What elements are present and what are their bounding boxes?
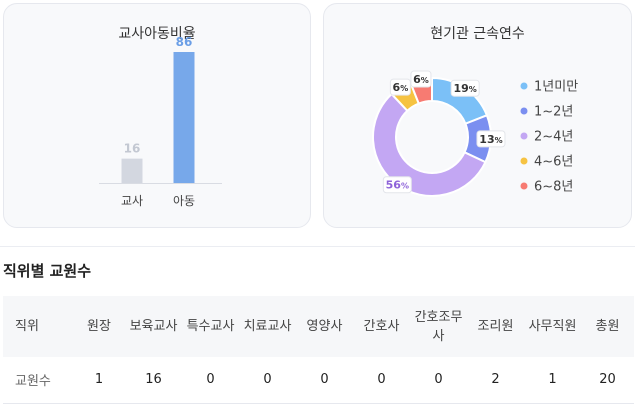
tenure-card-title: 현기관 근속연수 xyxy=(430,26,525,42)
cell-nurse: 0 xyxy=(377,372,386,388)
bar-category-label-0: 교사 xyxy=(121,194,143,208)
header-total: 총원 xyxy=(595,319,620,334)
donut-percent-label-4: 6% xyxy=(410,70,432,88)
svg-text:13%: 13% xyxy=(479,133,502,146)
ratio-bar-chart: 16 교사 86 아동 xyxy=(99,35,222,208)
legend-dot-4 xyxy=(520,182,528,190)
cell-childcare-teacher: 16 xyxy=(145,372,162,388)
cell-therapy-teacher: 0 xyxy=(263,372,272,388)
ratio-card-title: 교사아동비율 xyxy=(118,26,196,42)
bar-1 xyxy=(173,52,195,183)
legend-label-1: 1~2년 xyxy=(534,105,573,120)
header-childcare-teacher: 보육교사 xyxy=(129,319,178,334)
legend-dot-2 xyxy=(520,132,528,140)
legend-dot-3 xyxy=(520,157,528,165)
svg-text:56%: 56% xyxy=(386,179,409,192)
tenure-donut-chart: 19% 13% 56% 6% 6% 1년미만 1~2년 2~4년 4~6년 6~8년 xyxy=(372,70,578,197)
header-nurse: 간호사 xyxy=(363,319,400,334)
teacher-child-ratio-card: 교사아동비율 16 교사 86 아동 xyxy=(3,3,311,228)
header-special-teacher: 특수교사 xyxy=(186,319,235,334)
svg-text:19%: 19% xyxy=(453,82,476,95)
bar-category-label-1: 아동 xyxy=(173,194,195,208)
cell-nursing-assistant: 0 xyxy=(434,372,443,388)
section-divider xyxy=(0,246,635,247)
cell-director: 1 xyxy=(94,372,104,388)
cell-cook: 2 xyxy=(491,372,500,388)
donut-percent-label-3: 6% xyxy=(389,78,411,96)
legend-label-3: 4~6년 xyxy=(534,155,573,170)
header-nursing-assistant: 간호조무사 xyxy=(414,309,463,344)
cell-office-staff: 1 xyxy=(548,372,557,388)
bar-value-label-0: 16 xyxy=(124,142,141,156)
table-header-row: 직위 원장 보육교사 특수교사 치료교사 영양사 간호사 간호조무사 조리원 사… xyxy=(3,296,634,357)
legend-label-0: 1년미만 xyxy=(534,80,578,95)
section-title: 직위별 교원수 xyxy=(3,262,92,280)
donut-percent-label-0: 19% xyxy=(450,79,480,97)
donut-slice-2 xyxy=(372,92,487,197)
staff-table: 직위 원장 보육교사 특수교사 치료교사 영양사 간호사 간호조무사 조리원 사… xyxy=(3,296,634,404)
header-therapy-teacher: 치료교사 xyxy=(243,319,292,334)
legend-label-4: 6~8년 xyxy=(534,180,573,195)
header-director: 원장 xyxy=(87,319,111,334)
cell-nutritionist: 0 xyxy=(320,372,329,388)
legend-dot-0 xyxy=(520,82,528,90)
donut-percent-label-1: 13% xyxy=(476,130,506,148)
svg-text:6%: 6% xyxy=(413,73,429,86)
svg-text:6%: 6% xyxy=(393,81,409,94)
header-office-staff: 사무직원 xyxy=(528,319,577,334)
legend-label-2: 2~4년 xyxy=(534,130,573,145)
header-position: 직위 xyxy=(15,319,39,334)
header-nutritionist: 영양사 xyxy=(306,319,343,334)
cell-special-teacher: 0 xyxy=(206,372,215,388)
header-cook: 조리원 xyxy=(477,319,514,334)
tenure-card: 현기관 근속연수 19% 13% 56% 6% 6% 1년미만 1~2년 2~4년 4~6년 6~… xyxy=(323,3,632,228)
table-row: 교원수 1 16 0 0 0 0 0 2 1 20 xyxy=(3,357,634,403)
legend-dot-1 xyxy=(520,107,528,115)
donut-percent-label-2: 56% xyxy=(382,176,412,194)
cell-total: 20 xyxy=(599,372,616,388)
bar-value-label-1: 86 xyxy=(176,35,193,49)
row-label: 교원수 xyxy=(15,374,51,390)
bar-0 xyxy=(121,158,143,183)
